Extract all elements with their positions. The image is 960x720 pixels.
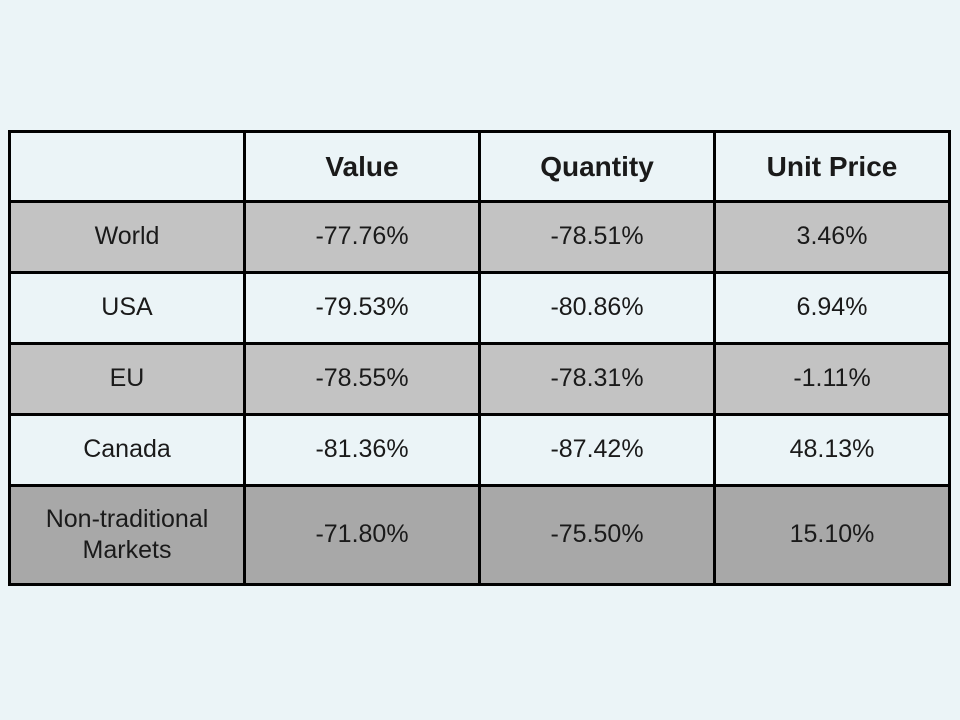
- header-empty-cell: [8, 130, 246, 203]
- row-label-world: World: [8, 200, 246, 274]
- table-row-eu: EU -78.55% -78.31% -1.11%: [8, 342, 951, 416]
- canada-unit-price-cell: 48.13%: [713, 413, 951, 487]
- row-label-eu: EU: [8, 342, 246, 416]
- non-traditional-unit-price-cell: 15.10%: [713, 484, 951, 586]
- usa-quantity-cell: -80.86%: [478, 271, 716, 345]
- eu-value-cell: -78.55%: [243, 342, 481, 416]
- world-quantity-cell: -78.51%: [478, 200, 716, 274]
- row-label-canada: Canada: [8, 413, 246, 487]
- canada-quantity-cell: -87.42%: [478, 413, 716, 487]
- table-row-world: World -77.76% -78.51% 3.46%: [8, 200, 951, 274]
- row-label-usa: USA: [8, 271, 246, 345]
- row-label-non-traditional-markets: Non-traditional Markets: [8, 484, 246, 586]
- non-traditional-quantity-cell: -75.50%: [478, 484, 716, 586]
- canada-value-cell: -81.36%: [243, 413, 481, 487]
- usa-value-cell: -79.53%: [243, 271, 481, 345]
- table-row-canada: Canada -81.36% -87.42% 48.13%: [8, 413, 951, 487]
- trade-change-table: Value Quantity Unit Price World -77.76% …: [8, 130, 951, 586]
- world-unit-price-cell: 3.46%: [713, 200, 951, 274]
- header-quantity: Quantity: [478, 130, 716, 203]
- table-header-row: Value Quantity Unit Price: [8, 130, 951, 203]
- header-value: Value: [243, 130, 481, 203]
- header-unit-price: Unit Price: [713, 130, 951, 203]
- table-row-usa: USA -79.53% -80.86% 6.94%: [8, 271, 951, 345]
- usa-unit-price-cell: 6.94%: [713, 271, 951, 345]
- eu-quantity-cell: -78.31%: [478, 342, 716, 416]
- world-value-cell: -77.76%: [243, 200, 481, 274]
- non-traditional-value-cell: -71.80%: [243, 484, 481, 586]
- table-row-non-traditional-markets: Non-traditional Markets -71.80% -75.50% …: [8, 484, 951, 586]
- eu-unit-price-cell: -1.11%: [713, 342, 951, 416]
